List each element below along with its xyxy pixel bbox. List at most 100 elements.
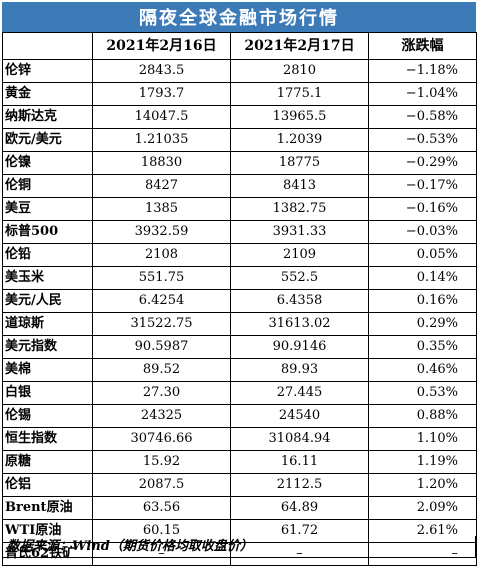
header-change: 涨跌幅 xyxy=(368,32,477,60)
row-value-date2: 64.89 xyxy=(230,496,369,520)
table-row: 原糖 15.92 16.11 1.19% xyxy=(2,450,477,474)
row-name: 恒生指数 xyxy=(2,427,93,451)
row-value-date1: 2087.5 xyxy=(92,473,231,497)
row-name: 黄金 xyxy=(2,82,93,106)
table-row: 伦铝 2087.5 2112.5 1.20% xyxy=(2,473,477,497)
row-value-date2: 24540 xyxy=(230,404,369,428)
row-change: 0.29% xyxy=(368,312,477,336)
row-name: 伦锌 xyxy=(2,59,93,83)
table-row: 美玉米 551.75 552.5 0.14% xyxy=(2,266,477,290)
row-value-date2: 31084.94 xyxy=(230,427,369,451)
row-value-date1: 1385 xyxy=(92,197,231,221)
table-row: 美棉 89.52 89.93 0.46% xyxy=(2,358,477,382)
row-change: 0.88% xyxy=(368,404,477,428)
row-value-date1: 60.15 xyxy=(92,519,231,543)
table-row: 欧元/美元 1.21035 1.2039 −0.53% xyxy=(2,128,477,152)
row-value-date1: 30746.66 xyxy=(92,427,231,451)
table-row: 纳斯达克 14047.5 13965.5 −0.58% xyxy=(2,105,477,129)
row-value-date2: 552.5 xyxy=(230,266,369,290)
row-name: 美元/人民 xyxy=(2,289,93,313)
table-row: 美元/人民 6.4254 6.4358 0.16% xyxy=(2,289,477,313)
row-name: Brent原油 xyxy=(2,496,93,520)
row-change: −1.18% xyxy=(368,59,477,83)
row-value-date1: 15.92 xyxy=(92,450,231,474)
table-row: 黄金 1793.7 1775.1 −1.04% xyxy=(2,82,477,106)
row-value-date2: 2810 xyxy=(230,59,369,83)
table-title: 隔夜全球金融市场行情 xyxy=(2,2,476,32)
row-change: −0.16% xyxy=(368,197,477,221)
table-row: 美元指数 90.5987 90.9146 0.35% xyxy=(2,335,477,359)
row-change: 0.16% xyxy=(368,289,477,313)
row-value-date2: 89.93 xyxy=(230,358,369,382)
table-row: 标普500 3932.59 3931.33 −0.03% xyxy=(2,220,477,244)
row-name: 原糖 xyxy=(2,450,93,474)
row-name: 美豆 xyxy=(2,197,93,221)
row-value-date1: 27.30 xyxy=(92,381,231,405)
row-name: 道琼斯 xyxy=(2,312,93,336)
table-row: 白银 27.30 27.445 0.53% xyxy=(2,381,477,405)
row-value-date2: 2109 xyxy=(230,243,369,267)
row-change: 2.09% xyxy=(368,496,477,520)
row-value-date1: 63.56 xyxy=(92,496,231,520)
header-row: 2021年2月16日 2021年2月17日 涨跌幅 xyxy=(2,32,477,60)
row-value-date2: 1775.1 xyxy=(230,82,369,106)
row-value-date1: 2108 xyxy=(92,243,231,267)
row-value-date2: 3931.33 xyxy=(230,220,369,244)
table-row: 伦锌 2843.5 2810 −1.18% xyxy=(2,59,477,83)
table-row: 伦锡 24325 24540 0.88% xyxy=(2,404,477,428)
row-change: 0.46% xyxy=(368,358,477,382)
header-date1: 2021年2月16日 xyxy=(92,32,231,60)
row-value-date1: 1793.7 xyxy=(92,82,231,106)
row-name: 标普500 xyxy=(2,220,93,244)
row-change: −0.03% xyxy=(368,220,477,244)
row-change: −0.17% xyxy=(368,174,477,198)
row-change: −0.53% xyxy=(368,128,477,152)
row-value-date2: 18775 xyxy=(230,151,369,175)
row-value-date1: 2843.5 xyxy=(92,59,231,83)
row-change: 0.05% xyxy=(368,243,477,267)
row-change: −0.29% xyxy=(368,151,477,175)
table-row: Brent原油 63.56 64.89 2.09% xyxy=(2,496,477,520)
row-change: 1.20% xyxy=(368,473,477,497)
row-name: 伦锡 xyxy=(2,404,93,428)
row-value-date1: 14047.5 xyxy=(92,105,231,129)
row-name: 美元指数 xyxy=(2,335,93,359)
row-value-date2: 8413 xyxy=(230,174,369,198)
row-value-date1: 90.5987 xyxy=(92,335,231,359)
row-value-date2: 31613.02 xyxy=(230,312,369,336)
market-table: 2021年2月16日 2021年2月17日 涨跌幅 伦锌 2843.5 2810 −1… xyxy=(2,32,477,566)
table-row: 伦镍 18830 18775 −0.29% xyxy=(2,151,477,175)
row-value-date2: 16.11 xyxy=(230,450,369,474)
row-value-date1: 6.4254 xyxy=(92,289,231,313)
row-value-date1: 3932.59 xyxy=(92,220,231,244)
row-change: 0.53% xyxy=(368,381,477,405)
row-value-date1: 31522.75 xyxy=(92,312,231,336)
row-value-date1: 89.52 xyxy=(92,358,231,382)
table-row: 伦铅 2108 2109 0.05% xyxy=(2,243,477,267)
header-date2: 2021年2月17日 xyxy=(230,32,369,60)
row-name: 伦铜 xyxy=(2,174,93,198)
row-value-date2: 2112.5 xyxy=(230,473,369,497)
row-name: 美玉米 xyxy=(2,266,93,290)
row-value-date1: 1.21035 xyxy=(92,128,231,152)
row-value-date1: 551.75 xyxy=(92,266,231,290)
row-name: 白银 xyxy=(2,381,93,405)
row-name: 伦铝 xyxy=(2,473,93,497)
source-note: 数据来源：Wind（期货价格均取收盘价） xyxy=(2,536,476,558)
row-value-date2: 1.2039 xyxy=(230,128,369,152)
table-row: 伦铜 8427 8413 −0.17% xyxy=(2,174,477,198)
row-name: 美棉 xyxy=(2,358,93,382)
row-value-date1: 8427 xyxy=(92,174,231,198)
row-change: 1.10% xyxy=(368,427,477,451)
table-row: 恒生指数 30746.66 31084.94 1.10% xyxy=(2,427,477,451)
row-name: 伦铅 xyxy=(2,243,93,267)
row-change: −0.58% xyxy=(368,105,477,129)
row-value-date1: 24325 xyxy=(92,404,231,428)
row-value-date2: 90.9146 xyxy=(230,335,369,359)
table-row: 道琼斯 31522.75 31613.02 0.29% xyxy=(2,312,477,336)
row-change: −1.04% xyxy=(368,82,477,106)
row-change: 1.19% xyxy=(368,450,477,474)
table-row: WTI原油 60.15 61.72 2.61% xyxy=(2,519,477,543)
row-name: 伦镍 xyxy=(2,151,93,175)
